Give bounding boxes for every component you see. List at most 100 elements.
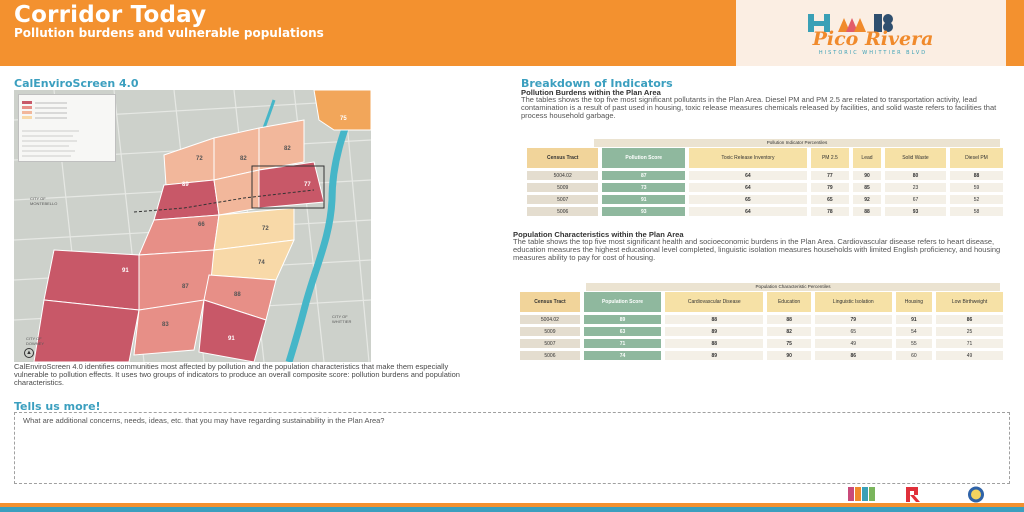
place-label: CITY OF WHITTIER xyxy=(332,314,352,324)
table-row: 5004.02 89 88 88 79 91 86 xyxy=(520,315,1003,324)
table-cell: 86 xyxy=(814,351,892,360)
legend-graphic xyxy=(22,101,79,157)
population-table-caption: Population Characteristic Percentiles xyxy=(586,283,1000,291)
table-cell: 80 xyxy=(885,171,946,180)
table-cell: 88 xyxy=(852,207,882,216)
table-cell: 5007 xyxy=(520,339,580,348)
table-cell: 78 xyxy=(810,207,849,216)
table-header: Census Tract xyxy=(520,292,580,312)
tract-score-label: 82 xyxy=(240,156,247,162)
tract-score-label: 89 xyxy=(182,182,189,188)
comment-prompt: What are additional concerns, needs, ide… xyxy=(23,416,385,425)
table-cell: 5009 xyxy=(527,183,599,192)
table-cell: 49 xyxy=(814,339,892,348)
table-cell: 52 xyxy=(949,195,1003,204)
pollution-subtitle: Pollution Burdens within the Plan Area xyxy=(521,88,661,97)
hwb-logo-mark xyxy=(808,12,912,34)
table-cell: 92 xyxy=(852,195,882,204)
table-cell: 65 xyxy=(810,195,849,204)
table-cell: 88 xyxy=(949,171,1003,180)
table-cell: 71 xyxy=(936,339,1003,348)
page-subtitle: Pollution burdens and vulnerable populat… xyxy=(14,26,324,40)
table-cell: 5006 xyxy=(527,207,599,216)
table-header: Toxic Release Inventory xyxy=(689,148,807,168)
tract-score-label: 74 xyxy=(258,260,265,266)
table-cell: 71 xyxy=(583,339,662,348)
table-row: 5004.02 87 64 77 90 80 88 xyxy=(527,171,1003,180)
tract-polygon xyxy=(313,90,371,131)
footer-stripe-blue xyxy=(0,507,1024,512)
tract-polygon xyxy=(258,119,305,171)
table-header: Population Score xyxy=(583,292,662,312)
table-cell: 67 xyxy=(885,195,946,204)
table-cell: 64 xyxy=(689,183,807,192)
table-row: 5006 74 89 90 86 60 49 xyxy=(520,351,1003,360)
table-header: Housing xyxy=(895,292,933,312)
tract-polygon xyxy=(33,299,140,362)
table-cell: 5006 xyxy=(520,351,580,360)
pollution-description: The tables shows the top five most signi… xyxy=(521,95,997,120)
population-subtitle: Population Characteristics within the Pl… xyxy=(513,230,684,239)
table-header: Education xyxy=(767,292,811,312)
table-cell: 64 xyxy=(689,207,807,216)
tract-score-label: 91 xyxy=(228,336,235,342)
table-cell: 79 xyxy=(814,315,892,324)
table-header: PM 2.5 xyxy=(810,148,849,168)
table-cell: 65 xyxy=(689,195,807,204)
logo-city-name: Pico Rivera xyxy=(812,28,934,50)
table-cell: 23 xyxy=(885,183,946,192)
page-title: Corridor Today xyxy=(14,2,207,28)
tract-score-label: 87 xyxy=(182,284,189,290)
table-row: 5009 73 64 79 85 23 59 xyxy=(527,183,1003,192)
table-cell: 91 xyxy=(602,195,686,204)
table-cell: 75 xyxy=(767,339,811,348)
table-cell: 64 xyxy=(689,171,807,180)
table-cell: 93 xyxy=(602,207,686,216)
plan-area-boundary xyxy=(133,189,315,213)
table-row: 5007 71 88 75 49 55 71 xyxy=(520,339,1003,348)
table-cell: 74 xyxy=(583,351,662,360)
tract-polygon xyxy=(258,161,325,209)
table-cell: 65 xyxy=(814,327,892,336)
feedback-title: Tells us more! xyxy=(14,400,101,413)
tract-polygon xyxy=(163,137,215,186)
table-cell: 77 xyxy=(810,171,849,180)
tract-polygon xyxy=(138,214,220,256)
table-cell: 82 xyxy=(767,327,811,336)
tract-score-label: 75 xyxy=(340,116,347,122)
table-header: Cardiovascular Disease xyxy=(665,292,764,312)
table-cell: 5009 xyxy=(520,327,580,336)
population-description: The table shows the top five most signif… xyxy=(513,237,1001,262)
table-cell: 88 xyxy=(665,315,764,324)
table-cell: 85 xyxy=(852,183,882,192)
map-graphic xyxy=(14,90,371,362)
north-arrow-icon: ▲ xyxy=(24,348,34,358)
table-cell: 25 xyxy=(936,327,1003,336)
tract-score-label: 88 xyxy=(234,292,241,298)
city-seal-icon xyxy=(968,486,984,503)
map-caption: CalEnviroScreen 4.0 identifies communiti… xyxy=(14,362,460,387)
table-cell: 5004.02 xyxy=(520,315,580,324)
table-header: Lead xyxy=(852,148,882,168)
tract-polygon xyxy=(133,299,205,356)
table-cell: 59 xyxy=(949,183,1003,192)
table-header: Solid Waste xyxy=(885,148,946,168)
table-cell: 79 xyxy=(810,183,849,192)
logo-tagline: HISTORIC WHITTIER BLVD xyxy=(818,50,928,56)
comment-input-box[interactable]: What are additional concerns, needs, ide… xyxy=(14,412,1010,484)
table-cell: 89 xyxy=(665,327,764,336)
table-row: 5006 93 64 78 88 93 58 xyxy=(527,207,1003,216)
hwb-logo: Pico Rivera HISTORIC WHITTIER BLVD xyxy=(736,0,1006,66)
tract-score-label: 72 xyxy=(262,226,269,232)
tract-score-label: 83 xyxy=(162,322,169,328)
table-cell: 5007 xyxy=(527,195,599,204)
table-cell: 49 xyxy=(936,351,1003,360)
table-cell: 5004.02 xyxy=(527,171,599,180)
place-label: CITY OF DOWNEY xyxy=(26,336,44,346)
table-cell: 88 xyxy=(767,315,811,324)
tract-score-label: 82 xyxy=(284,146,291,152)
table-header: Linguistic Isolation xyxy=(814,292,892,312)
tract-score-label: 77 xyxy=(304,182,311,188)
map-section-title: CalEnviroScreen 4.0 xyxy=(14,77,139,90)
partner-logo-icon xyxy=(848,487,875,501)
